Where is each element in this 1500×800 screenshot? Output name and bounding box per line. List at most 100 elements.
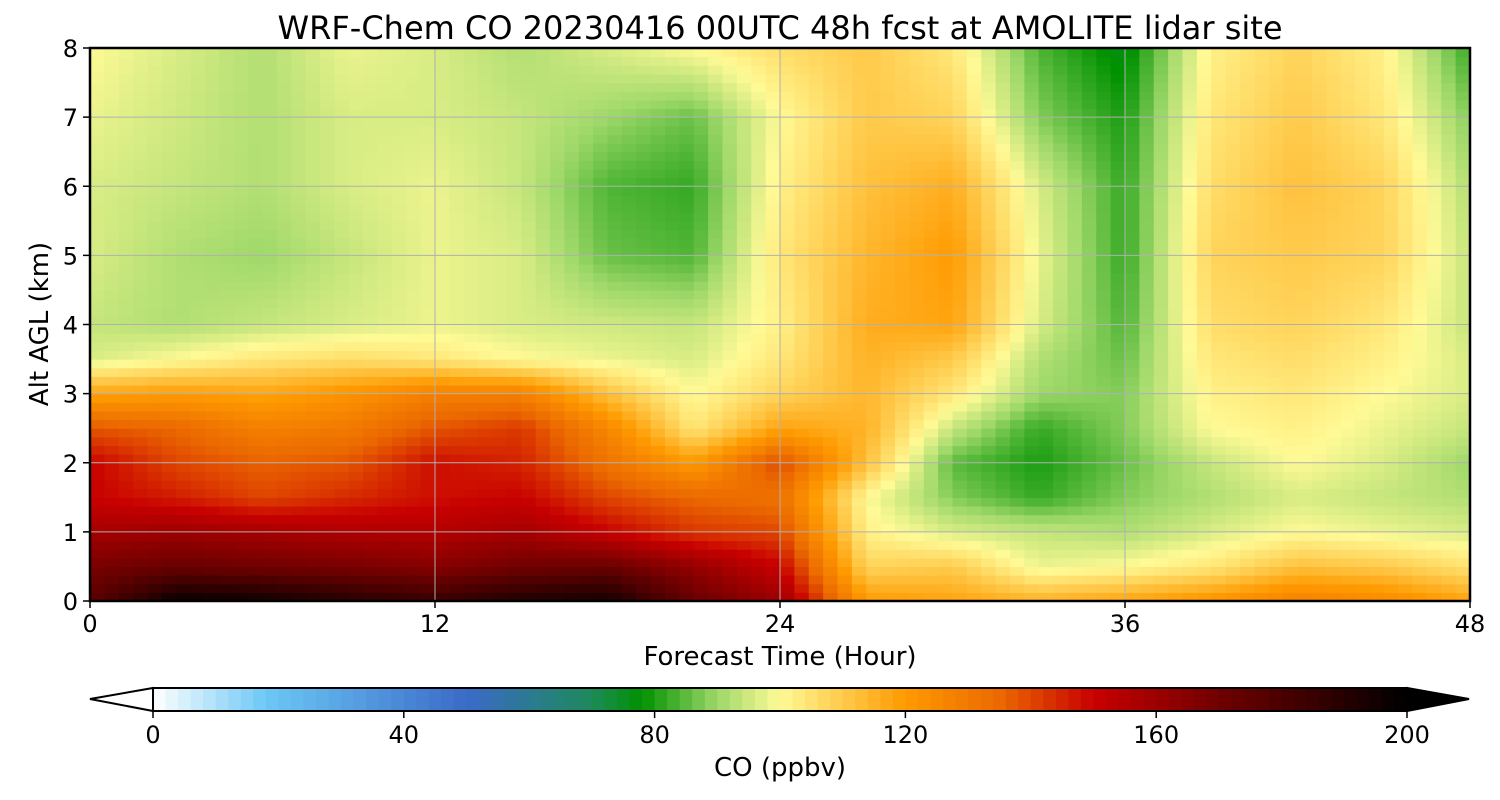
heatmap-cell xyxy=(938,419,954,429)
heatmap-cell xyxy=(1053,255,1069,265)
heatmap-cell xyxy=(851,281,867,291)
heatmap-cell xyxy=(492,246,508,256)
heatmap-cell xyxy=(1153,540,1169,550)
heatmap-cell xyxy=(133,324,149,334)
heatmap-cell xyxy=(377,445,393,455)
heatmap-cell xyxy=(1441,341,1457,352)
heatmap-cell xyxy=(377,566,393,576)
heatmap-cell xyxy=(1081,592,1097,602)
heatmap-cell xyxy=(794,376,810,386)
heatmap-cell xyxy=(435,264,450,274)
heatmap-cell xyxy=(981,194,997,205)
heatmap-cell xyxy=(276,264,292,274)
heatmap-cell xyxy=(1240,505,1255,516)
heatmap-cell xyxy=(363,255,379,265)
heatmap-cell xyxy=(909,575,925,585)
heatmap-cell xyxy=(693,151,709,161)
heatmap-cell xyxy=(952,160,968,170)
heatmap-cell xyxy=(305,238,321,248)
heatmap-cell xyxy=(1254,359,1270,369)
heatmap-cell xyxy=(808,238,824,248)
heatmap-cell xyxy=(1225,333,1241,343)
heatmap-cell xyxy=(492,505,508,516)
heatmap-cell xyxy=(722,419,738,429)
heatmap-cell xyxy=(506,540,522,550)
heatmap-cell xyxy=(147,566,163,576)
heatmap-cell xyxy=(981,350,997,360)
heatmap-cell xyxy=(1311,212,1327,222)
heatmap-cell xyxy=(708,428,724,438)
heatmap-cell xyxy=(1067,246,1083,256)
heatmap-cell xyxy=(435,281,450,291)
heatmap-cell xyxy=(880,194,896,205)
heatmap-cell xyxy=(952,566,968,576)
heatmap-cell xyxy=(837,454,853,464)
heatmap-cell xyxy=(147,462,163,472)
heatmap-cell xyxy=(1053,272,1069,282)
heatmap-cell xyxy=(895,307,910,317)
heatmap-cell xyxy=(923,384,939,395)
heatmap-cell xyxy=(866,212,882,222)
heatmap-cell xyxy=(1139,194,1155,205)
heatmap-cell xyxy=(981,384,997,395)
heatmap-cell xyxy=(1268,307,1284,317)
heatmap-cell xyxy=(751,462,767,472)
heatmap-cell xyxy=(348,315,364,326)
heatmap-cell xyxy=(1125,281,1140,291)
heatmap-cell xyxy=(923,445,939,455)
heatmap-cell xyxy=(276,436,292,447)
heatmap-cell xyxy=(1283,376,1299,386)
heatmap-cell xyxy=(1211,238,1227,248)
heatmap-cell xyxy=(1225,272,1241,282)
heatmap-cell xyxy=(564,454,580,464)
heatmap-cell xyxy=(938,566,954,576)
heatmap-cell xyxy=(736,445,752,455)
heatmap-cell xyxy=(391,255,407,265)
heatmap-cell xyxy=(895,419,910,429)
heatmap-cell xyxy=(1125,505,1140,516)
heatmap-cell xyxy=(708,307,724,317)
heatmap-cell xyxy=(1240,557,1255,568)
heatmap-cell xyxy=(320,445,335,455)
heatmap-cell xyxy=(1340,445,1356,455)
heatmap-cell xyxy=(1125,480,1140,490)
heatmap-cell xyxy=(1067,436,1083,447)
heatmap-cell xyxy=(233,428,249,438)
heatmap-cell xyxy=(564,575,580,585)
heatmap-cell xyxy=(1053,402,1069,412)
heatmap-cell xyxy=(708,212,724,222)
heatmap-cell xyxy=(564,540,580,550)
heatmap-cell xyxy=(1412,419,1428,429)
heatmap-cell xyxy=(1010,307,1025,317)
heatmap-cell xyxy=(765,505,781,516)
heatmap-cell xyxy=(406,462,422,472)
heatmap-cell xyxy=(909,350,925,360)
heatmap-cell xyxy=(1010,212,1025,222)
heatmap-cell xyxy=(981,281,997,291)
heatmap-cell xyxy=(262,497,278,507)
heatmap-cell xyxy=(593,281,609,291)
heatmap-cell xyxy=(1355,557,1370,568)
heatmap-cell xyxy=(1081,168,1097,179)
heatmap-cell xyxy=(118,436,134,447)
heatmap-cell xyxy=(564,428,580,438)
heatmap-cell xyxy=(679,151,695,161)
heatmap-cell xyxy=(679,341,695,352)
heatmap-cell xyxy=(952,454,968,464)
heatmap-cell xyxy=(291,212,307,222)
heatmap-cell xyxy=(650,238,666,248)
heatmap-cell xyxy=(564,160,580,170)
heatmap-cell xyxy=(736,151,752,161)
heatmap-cell xyxy=(1139,505,1155,516)
heatmap-cell xyxy=(535,402,551,412)
heatmap-cell xyxy=(578,505,594,516)
heatmap-cell xyxy=(650,480,666,490)
heatmap-cell xyxy=(923,186,939,196)
heatmap-cell xyxy=(1455,212,1471,222)
heatmap-cell xyxy=(693,531,709,542)
heatmap-cell xyxy=(435,186,450,196)
heatmap-cell xyxy=(693,480,709,490)
heatmap-cell xyxy=(1081,454,1097,464)
heatmap-cell xyxy=(693,246,709,256)
heatmap-cell xyxy=(909,220,925,231)
